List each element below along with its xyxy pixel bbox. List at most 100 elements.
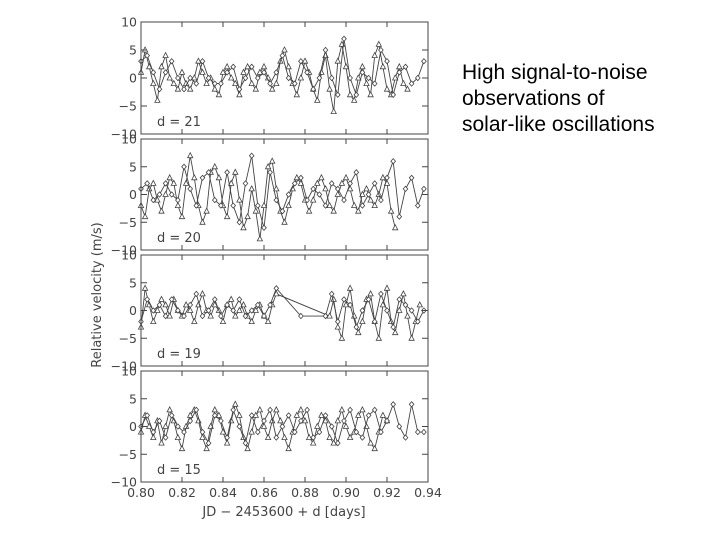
data-point-triangle: [252, 306, 260, 313]
data-point-diamond: [150, 196, 157, 204]
data-point-triangle: [240, 301, 247, 308]
data-point-triangle: [252, 207, 260, 214]
data-point-triangle: [268, 85, 276, 92]
data-point-triangle: [219, 317, 227, 324]
data-point-diamond: [150, 307, 157, 314]
data-point-triangle: [141, 284, 149, 291]
data-point-diamond: [144, 180, 151, 187]
y-tick-label: 0: [129, 71, 137, 86]
data-point-diamond: [316, 428, 323, 436]
data-point-diamond: [236, 296, 243, 303]
data-point-diamond: [261, 69, 267, 76]
data-point-diamond: [181, 428, 187, 436]
data-point-diamond: [144, 296, 151, 303]
panel-marks: [137, 35, 427, 114]
data-point-diamond: [193, 80, 200, 87]
y-tick-label: 5: [129, 43, 137, 58]
data-point-diamond: [285, 74, 292, 82]
data-point-triangle: [322, 185, 329, 192]
data-point-diamond: [421, 185, 427, 193]
data-point-triangle: [203, 79, 210, 86]
data-point-triangle: [355, 74, 362, 81]
data-point-triangle: [367, 439, 374, 446]
y-tick-label: −10: [111, 359, 137, 374]
data-point-triangle: [359, 190, 366, 197]
data-point-diamond: [254, 301, 261, 309]
y-tick-label: 5: [129, 275, 137, 290]
data-point-triangle: [375, 40, 383, 47]
data-point-triangle: [322, 417, 329, 424]
data-point-diamond: [267, 406, 273, 414]
data-point-diamond: [353, 91, 360, 99]
y-tick-label: 5: [129, 159, 137, 174]
data-point-triangle: [391, 74, 399, 81]
data-point-diamond: [193, 406, 200, 414]
y-tick-label: 10: [121, 248, 137, 263]
data-point-triangle: [400, 290, 407, 297]
data-point-triangle: [195, 57, 202, 64]
data-point-diamond: [402, 434, 409, 441]
data-point-diamond: [181, 312, 187, 320]
data-point-triangle: [182, 301, 190, 308]
data-point-triangle: [236, 90, 243, 98]
data-point-diamond: [199, 174, 206, 182]
data-point-diamond: [150, 428, 157, 436]
data-point-triangle: [244, 212, 251, 220]
data-point-diamond: [371, 180, 378, 187]
data-point-triangle: [342, 62, 350, 70]
data-point-triangle: [379, 62, 387, 70]
data-point-triangle: [342, 422, 350, 429]
data-point-diamond: [421, 57, 427, 65]
data-point-diamond: [211, 296, 218, 303]
data-point-diamond: [316, 191, 323, 198]
data-point-triangle: [293, 173, 301, 181]
data-point-diamond: [248, 63, 255, 71]
x-tick-label: 0.80: [127, 485, 155, 500]
data-point-diamond: [242, 180, 249, 187]
data-point-triangle: [301, 57, 309, 64]
data-point-triangle: [186, 85, 194, 92]
data-point-diamond: [211, 196, 218, 204]
y-tick-label: 10: [121, 364, 137, 379]
data-point-diamond: [353, 428, 360, 436]
y-tick-label: −10: [111, 127, 137, 142]
data-point-triangle: [416, 301, 424, 308]
data-point-triangle: [174, 201, 182, 208]
data-point-triangle: [203, 444, 210, 452]
data-point-triangle: [211, 301, 219, 308]
data-point-triangle: [342, 301, 350, 308]
data-point-diamond: [224, 301, 230, 309]
data-point-diamond: [402, 301, 409, 309]
data-point-diamond: [205, 307, 212, 314]
x-tick-label: 0.86: [250, 485, 278, 500]
data-point-triangle: [293, 411, 301, 418]
data-point-triangle: [158, 62, 165, 70]
data-point-diamond: [254, 74, 261, 82]
data-point-triangle: [334, 190, 342, 197]
panel-label: d = 21: [157, 115, 201, 130]
data-point-diamond: [187, 417, 194, 425]
data-point-diamond: [230, 202, 237, 209]
data-point-triangle: [268, 157, 276, 164]
data-point-triangle: [227, 179, 235, 186]
data-point-diamond: [310, 434, 317, 441]
data-point-triangle: [396, 62, 403, 70]
data-point-triangle: [162, 301, 169, 308]
data-point-diamond: [273, 196, 280, 204]
data-point-triangle: [174, 85, 182, 92]
data-point-diamond: [414, 74, 421, 82]
slide-text-line: observations of: [462, 87, 605, 110]
data-point-triangle: [252, 85, 260, 92]
data-point-diamond: [150, 69, 157, 76]
data-point-diamond: [378, 196, 384, 204]
series-line-triangle: [140, 288, 421, 339]
data-point-diamond: [402, 63, 409, 71]
data-point-diamond: [205, 169, 212, 176]
data-point-triangle: [285, 201, 292, 208]
data-point-triangle: [248, 79, 255, 86]
y-tick-label: 0: [129, 303, 137, 318]
data-point-triangle: [182, 179, 190, 186]
data-point-diamond: [218, 80, 224, 87]
data-point-triangle: [309, 439, 317, 446]
data-point-diamond: [168, 191, 175, 198]
